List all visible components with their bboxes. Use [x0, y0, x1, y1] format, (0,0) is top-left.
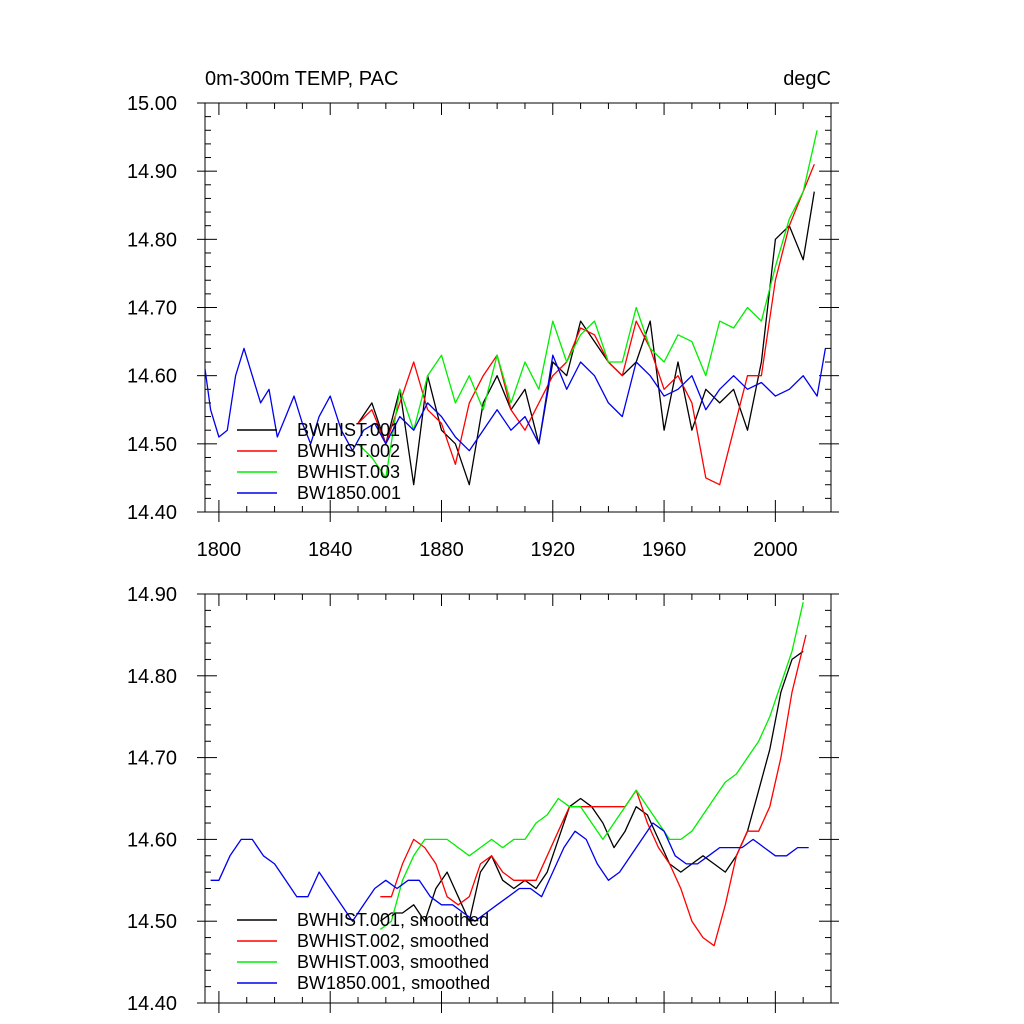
- series-line-bwhist-002-smoothed: [380, 634, 807, 947]
- series-line-bwhist-003: [357, 130, 818, 479]
- chart-bottom-panel: 14.40 14.50 14.60 14.70 14.80 14.90 BWHIST.00…: [127, 584, 839, 1015]
- y-tick-label: 15.00: [127, 93, 177, 115]
- series-line-bwhist-001: [357, 191, 815, 486]
- legend-label: BW1850.001: [297, 483, 401, 503]
- y-tick-label: 14.90: [127, 584, 177, 606]
- series-line-bwhist-002: [357, 164, 815, 486]
- x-tick-label: 1880: [419, 539, 464, 561]
- series-line-bwhist-001-smoothed: [379, 650, 804, 922]
- legend-label: BWHIST.002, smoothed: [297, 931, 489, 951]
- y-tick-label: 14.50: [127, 434, 177, 456]
- y-tick-label: 14.90: [127, 161, 177, 183]
- tick-group-top: 1800 1840 1880 1920 1960 2000 14.40 14.50 14.60 1…: [127, 93, 839, 561]
- chart-top-panel: 1800 1840 1880 1920 1960 2000 14.40 14.50 14.60 1…: [127, 68, 839, 561]
- y-tick-label: 14.60: [127, 366, 177, 388]
- series-line-bw1850-001: [204, 347, 827, 452]
- chart-title-right: degC: [783, 68, 831, 90]
- series-group-top: [204, 130, 827, 486]
- y-tick-label: 14.60: [127, 829, 177, 851]
- y-tick-label: 14.70: [127, 298, 177, 320]
- y-tick-label: 14.80: [127, 229, 177, 251]
- series-line-bwhist-003-smoothed: [379, 602, 804, 930]
- chart-title-left: 0m-300m TEMP, PAC: [205, 68, 398, 90]
- tick-group-bottom: 14.40 14.50 14.60 14.70 14.80 14.90: [127, 584, 839, 1015]
- series-line-bw1850-001-smoothed: [210, 822, 809, 922]
- y-tick-label: 14.40: [127, 993, 177, 1015]
- legend-label: BWHIST.003: [297, 462, 400, 482]
- x-tick-label: 1800: [197, 539, 242, 561]
- series-group-bottom: [210, 602, 809, 947]
- x-tick-label: 2000: [753, 539, 798, 561]
- legend-label: BWHIST.002: [297, 441, 400, 461]
- y-tick-label: 14.40: [127, 502, 177, 524]
- x-tick-label: 1960: [642, 539, 687, 561]
- y-tick-label: 14.70: [127, 748, 177, 770]
- legend-label: BWHIST.001, smoothed: [297, 910, 489, 930]
- x-tick-label: 1920: [531, 539, 576, 561]
- legend-label: BW1850.001, smoothed: [297, 973, 490, 993]
- legend-label: BWHIST.003, smoothed: [297, 952, 489, 972]
- legend-label: BWHIST.001: [297, 420, 400, 440]
- y-tick-label: 14.80: [127, 666, 177, 688]
- y-tick-label: 14.50: [127, 911, 177, 933]
- x-tick-label: 1840: [308, 539, 353, 561]
- plot-frame-bottom: [204, 593, 832, 1004]
